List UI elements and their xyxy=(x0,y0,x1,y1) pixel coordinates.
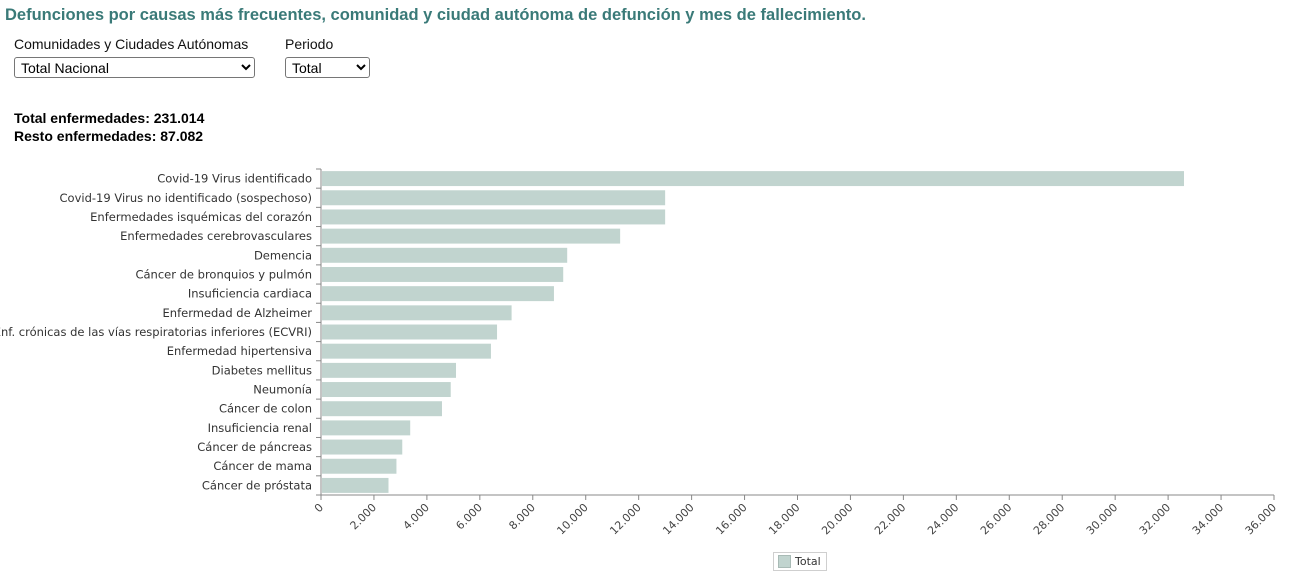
x-tick-label-14: 28.000 xyxy=(1031,501,1067,537)
x-tick-label-8: 16.000 xyxy=(713,501,749,537)
bar-6[interactable] xyxy=(322,286,554,302)
x-tick-label-1: 2.000 xyxy=(348,501,379,532)
x-tick-label-12: 24.000 xyxy=(925,501,961,537)
period-filter-label: Periodo xyxy=(285,36,334,52)
ccaa-filter-label: Comunidades y Ciudades Autónomas xyxy=(14,36,249,52)
category-label-16: Cáncer de próstata xyxy=(202,478,312,492)
x-tick-label-10: 20.000 xyxy=(819,501,855,537)
x-tick-label-18: 36.000 xyxy=(1243,501,1279,537)
bar-0[interactable] xyxy=(322,171,1184,187)
ccaa-select[interactable]: Total Nacional xyxy=(14,57,255,78)
x-tick-label-6: 12.000 xyxy=(607,501,643,537)
chart-legend[interactable]: Total xyxy=(773,552,827,571)
period-select[interactable]: Total xyxy=(285,57,370,78)
bar-7[interactable] xyxy=(322,305,512,321)
bar-9[interactable] xyxy=(322,343,491,359)
page-title: Defunciones por causas más frecuentes, c… xyxy=(5,6,866,24)
bar-15[interactable] xyxy=(322,458,397,474)
category-label-0: Covid-19 Virus identificado xyxy=(157,172,312,186)
x-tick-label-5: 10.000 xyxy=(554,501,590,537)
category-label-14: Cáncer de páncreas xyxy=(197,440,312,454)
bar-16[interactable] xyxy=(322,477,389,493)
category-label-5: Cáncer de bronquios y pulmón xyxy=(135,267,312,281)
bar-14[interactable] xyxy=(322,439,403,455)
category-label-11: Neumonía xyxy=(253,383,312,397)
x-tick-label-17: 34.000 xyxy=(1190,501,1226,537)
x-tick-label-0: 0 xyxy=(312,501,326,515)
category-label-15: Cáncer de mama xyxy=(213,459,312,473)
category-label-2: Enfermedades isquémicas del corazón xyxy=(90,210,312,224)
legend-swatch-total xyxy=(778,555,791,568)
category-label-1: Covid-19 Virus no identificado (sospecho… xyxy=(60,191,312,205)
category-label-3: Enfermedades cerebrovasculares xyxy=(120,229,312,243)
category-label-12: Cáncer de colon xyxy=(219,402,312,416)
bar-8[interactable] xyxy=(322,324,498,340)
bar-5[interactable] xyxy=(322,266,564,282)
x-tick-label-13: 26.000 xyxy=(978,501,1014,537)
remaining-diseases-text: Resto enfermedades: 87.082 xyxy=(14,128,204,144)
bar-1[interactable] xyxy=(322,190,666,206)
x-tick-label-16: 32.000 xyxy=(1137,501,1173,537)
category-label-9: Enfermedad hipertensiva xyxy=(167,344,312,358)
bar-11[interactable] xyxy=(322,382,451,398)
period-filter: Periodo Total xyxy=(285,36,370,78)
x-tick-label-4: 8.000 xyxy=(506,501,537,532)
category-label-7: Enfermedad de Alzheimer xyxy=(163,306,313,320)
bar-10[interactable] xyxy=(322,362,457,378)
x-tick-label-15: 30.000 xyxy=(1084,501,1120,537)
bar-2[interactable] xyxy=(322,209,666,225)
category-label-6: Insuficiencia cardiaca xyxy=(188,287,312,301)
bar-3[interactable] xyxy=(322,228,621,244)
bar-4[interactable] xyxy=(322,247,568,263)
x-tick-label-3: 6.000 xyxy=(453,501,484,532)
bar-13[interactable] xyxy=(322,420,411,436)
category-label-8: Enf. crónicas de las vías respiratorias … xyxy=(0,325,312,339)
total-diseases-text: Total enfermedades: 231.014 xyxy=(14,110,205,126)
x-tick-label-2: 4.000 xyxy=(401,501,432,532)
x-tick-label-7: 14.000 xyxy=(660,501,696,537)
ccaa-filter: Comunidades y Ciudades Autónomas Total N… xyxy=(14,36,255,78)
x-tick-label-9: 18.000 xyxy=(766,501,802,537)
category-label-13: Insuficiencia renal xyxy=(208,421,312,435)
category-label-4: Demencia xyxy=(254,248,312,262)
x-tick-label-11: 22.000 xyxy=(872,501,908,537)
category-label-10: Diabetes mellitus xyxy=(212,363,312,377)
bar-12[interactable] xyxy=(322,401,442,417)
legend-label-total: Total xyxy=(795,555,821,568)
totals-block: Total enfermedades: 231.014 Resto enferm… xyxy=(14,109,204,145)
